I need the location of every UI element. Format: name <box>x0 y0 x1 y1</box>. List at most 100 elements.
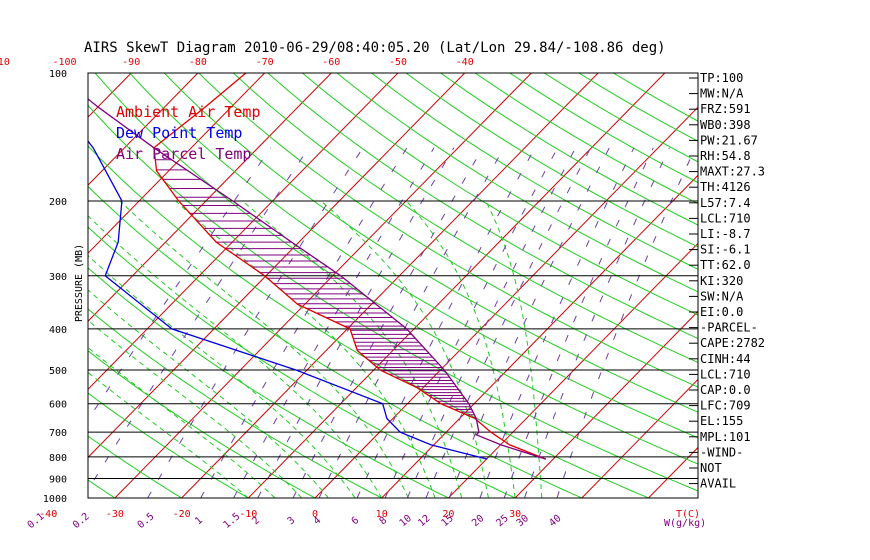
stat-item: CAPE:2782 <box>700 336 765 350</box>
dry-adiabat-line <box>88 308 382 498</box>
dry-adiabat-line <box>88 392 249 498</box>
mixing-ratio-tick-label: 0.5 <box>136 511 157 531</box>
y-axis-label: PRESSURE (MB) <box>74 244 85 322</box>
stat-item: LI:-8.7 <box>700 227 751 241</box>
isotherm-line <box>88 73 199 186</box>
pressure-tick-label: 700 <box>49 428 67 439</box>
mixing-ratio-tick-label: 1 <box>193 515 205 527</box>
stat-item: MAXT:27.3 <box>700 165 765 179</box>
mixing-ratio-line <box>318 147 505 498</box>
stat-item: RH:54.8 <box>700 149 751 163</box>
dry-adiabat-line <box>474 73 698 205</box>
moist-adiabat-line <box>88 346 276 498</box>
stat-item: TP:100 <box>700 71 743 85</box>
dry-adiabat-line <box>88 435 182 498</box>
parcel-temp-line <box>88 98 547 460</box>
dewpoint-temp-line <box>88 140 488 460</box>
dry-adiabat-line <box>163 73 698 413</box>
stat-item: MPL:101 <box>700 430 751 444</box>
mixing-ratio-line <box>503 147 654 498</box>
isotherm-line <box>648 446 698 498</box>
mixing-ratio-tick-label: 3 <box>286 515 298 527</box>
mixing-ratio-tick-label: 10 <box>398 513 414 529</box>
mixing-ratio-line <box>88 147 272 421</box>
isotherm-line <box>247 73 666 498</box>
legend: Ambient Air Temp Dew Point Temp Air Parc… <box>116 103 261 163</box>
dry-adiabat-line <box>232 73 698 364</box>
pressure-tick-label: 1000 <box>43 494 67 505</box>
dry-adiabat-line <box>302 73 698 316</box>
top-temp-tick-label: -110 <box>0 57 10 68</box>
bottom-temp-tick-label: -40 <box>39 509 57 520</box>
mixing-ratio-line <box>524 147 670 498</box>
dry-adiabat-line <box>0 73 48 498</box>
mixing-ratio-tick-label: 40 <box>547 513 563 529</box>
moist-adiabat-line <box>88 215 383 498</box>
moist-adiabat-line <box>320 200 489 498</box>
dry-adiabat-line <box>88 185 583 498</box>
stat-item: KI:320 <box>700 274 743 288</box>
stat-item: NOT <box>700 461 722 475</box>
pressure-tick-label: 400 <box>49 325 67 336</box>
ambient-temp-line <box>153 73 547 460</box>
stat-item: LFC:709 <box>700 399 751 413</box>
top-temp-tick-label: -60 <box>322 57 340 68</box>
dry-adiabat-line <box>405 73 698 248</box>
top-temp-tick-label: -80 <box>189 57 207 68</box>
stat-item: L57:7.4 <box>700 196 751 210</box>
stat-item: FRZ:591 <box>700 102 751 116</box>
moist-adiabat-line <box>88 319 303 498</box>
pressure-tick-label: 800 <box>49 453 67 464</box>
bottom-temp-tick-label: 30 <box>509 509 521 520</box>
stat-item: -WIND- <box>700 445 743 459</box>
stat-item: CINH:44 <box>700 352 751 366</box>
mixing-ratio-tick-label: 2 <box>250 515 262 527</box>
dry-adiabat-line <box>129 73 698 439</box>
isotherm-line <box>88 73 265 254</box>
top-temp-tick-label: -50 <box>389 57 407 68</box>
top-temp-tick-label: -100 <box>52 57 76 68</box>
dry-adiabat-line <box>88 267 449 498</box>
bottom-temp-tick-label: -30 <box>106 509 124 520</box>
stat-item: LCL:710 <box>700 367 751 381</box>
mixing-ratio-line <box>292 147 484 498</box>
moist-adiabat-line <box>405 200 516 498</box>
dry-adiabat-line <box>336 73 698 293</box>
mixing-ratio-line <box>448 147 610 498</box>
dry-adiabat-line <box>267 73 698 340</box>
bottom-temp-tick-label: -10 <box>239 509 257 520</box>
mixing-ratio-line <box>257 147 455 498</box>
pressure-tick-label: 600 <box>49 400 67 411</box>
isotherm-line <box>88 73 399 391</box>
moist-adiabat-line <box>88 371 249 498</box>
isotherm-line <box>448 242 698 498</box>
bottom-temp-tick-label: 20 <box>442 509 454 520</box>
stat-item: -PARCEL- <box>700 321 758 335</box>
mixing-ratio-line <box>356 147 536 498</box>
mixing-ratio-tick-label: 20 <box>470 513 486 529</box>
x-axis-label: T(C) <box>676 509 700 520</box>
pressure-tick-label: 200 <box>49 197 67 208</box>
isotherm-line <box>314 106 698 498</box>
mixing-ratio-line <box>88 147 310 491</box>
bottom-temp-tick-label: 10 <box>376 509 388 520</box>
stat-item: PW:21.67 <box>700 133 758 147</box>
stat-item: AVAIL <box>700 477 736 491</box>
isotherm-line <box>88 73 466 459</box>
pressure-tick-label: 900 <box>49 475 67 486</box>
dry-adiabat-line <box>371 73 698 270</box>
mixing-ratio-tick-label: 12 <box>416 513 432 529</box>
mixing-ratio-tick-label: 4 <box>312 515 324 527</box>
dry-adiabat-line <box>198 73 698 388</box>
chart-title: AIRS SkewT Diagram 2010-06-29/08:40:05.2… <box>84 40 666 56</box>
mixing-ratio-line <box>147 147 364 498</box>
stat-item: SW:N/A <box>700 289 744 303</box>
stat-item: CAP:0.0 <box>700 383 751 397</box>
pressure-tick-label: 500 <box>49 366 67 377</box>
mixing-ratio-line <box>556 147 696 498</box>
top-temp-tick-label: -70 <box>256 57 274 68</box>
legend-item-parcel: Air Parcel Temp <box>116 145 251 163</box>
dry-adiabat-line <box>88 350 316 498</box>
stat-item: SI:-6.1 <box>700 243 751 257</box>
